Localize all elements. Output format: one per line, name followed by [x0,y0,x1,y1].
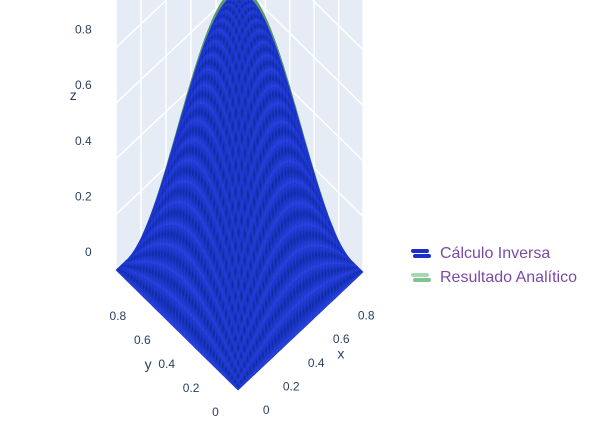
tick-labels: 00.20.40.60.800.20.40.60.800.20.40.60.81 [75,23,375,419]
legend-swatch-icon [410,270,432,286]
legend-swatch-icon [410,246,432,262]
legend-label: Resultado Analítico [440,269,577,286]
z-tick-label: 0 [85,245,92,259]
axis-titles: x y z [70,87,345,372]
x-tick-label: 0.8 [358,309,375,323]
legend-item-resultado-analitico[interactable]: Resultado Analítico [410,266,577,290]
x-tick-label: 0.2 [283,379,300,393]
legend-label: Cálculo Inversa [440,245,551,262]
y-tick-label: 0.8 [110,309,127,323]
z-tick-label: 0.4 [75,134,92,148]
legend-item-calculo-inversa[interactable]: Cálculo Inversa [410,242,577,266]
x-tick-label: 0.6 [333,332,350,346]
x-tick-label: 0 [263,403,270,417]
gridline [115,0,168,49]
z-axis-title: z [70,87,77,103]
z-tick-label: 0.2 [75,189,92,203]
z-tick-label: 0.6 [75,78,92,92]
surface-calculo-inversa [115,0,364,391]
y-tick-label: 0.4 [158,357,175,371]
y-axis-title: y [145,356,152,372]
legend: Cálculo Inversa Resultado Analítico [410,242,577,290]
surface-patch [234,381,242,391]
x-tick-label: 0.4 [308,356,325,370]
gridline [254,0,364,106]
gridline [311,0,364,51]
y-tick-label: 0 [212,405,219,419]
z-tick-label: 0.8 [75,23,92,37]
y-tick-label: 0.2 [183,381,200,395]
surfaces [115,0,364,391]
x-axis-title: x [337,346,344,362]
y-tick-label: 0.6 [134,333,151,347]
